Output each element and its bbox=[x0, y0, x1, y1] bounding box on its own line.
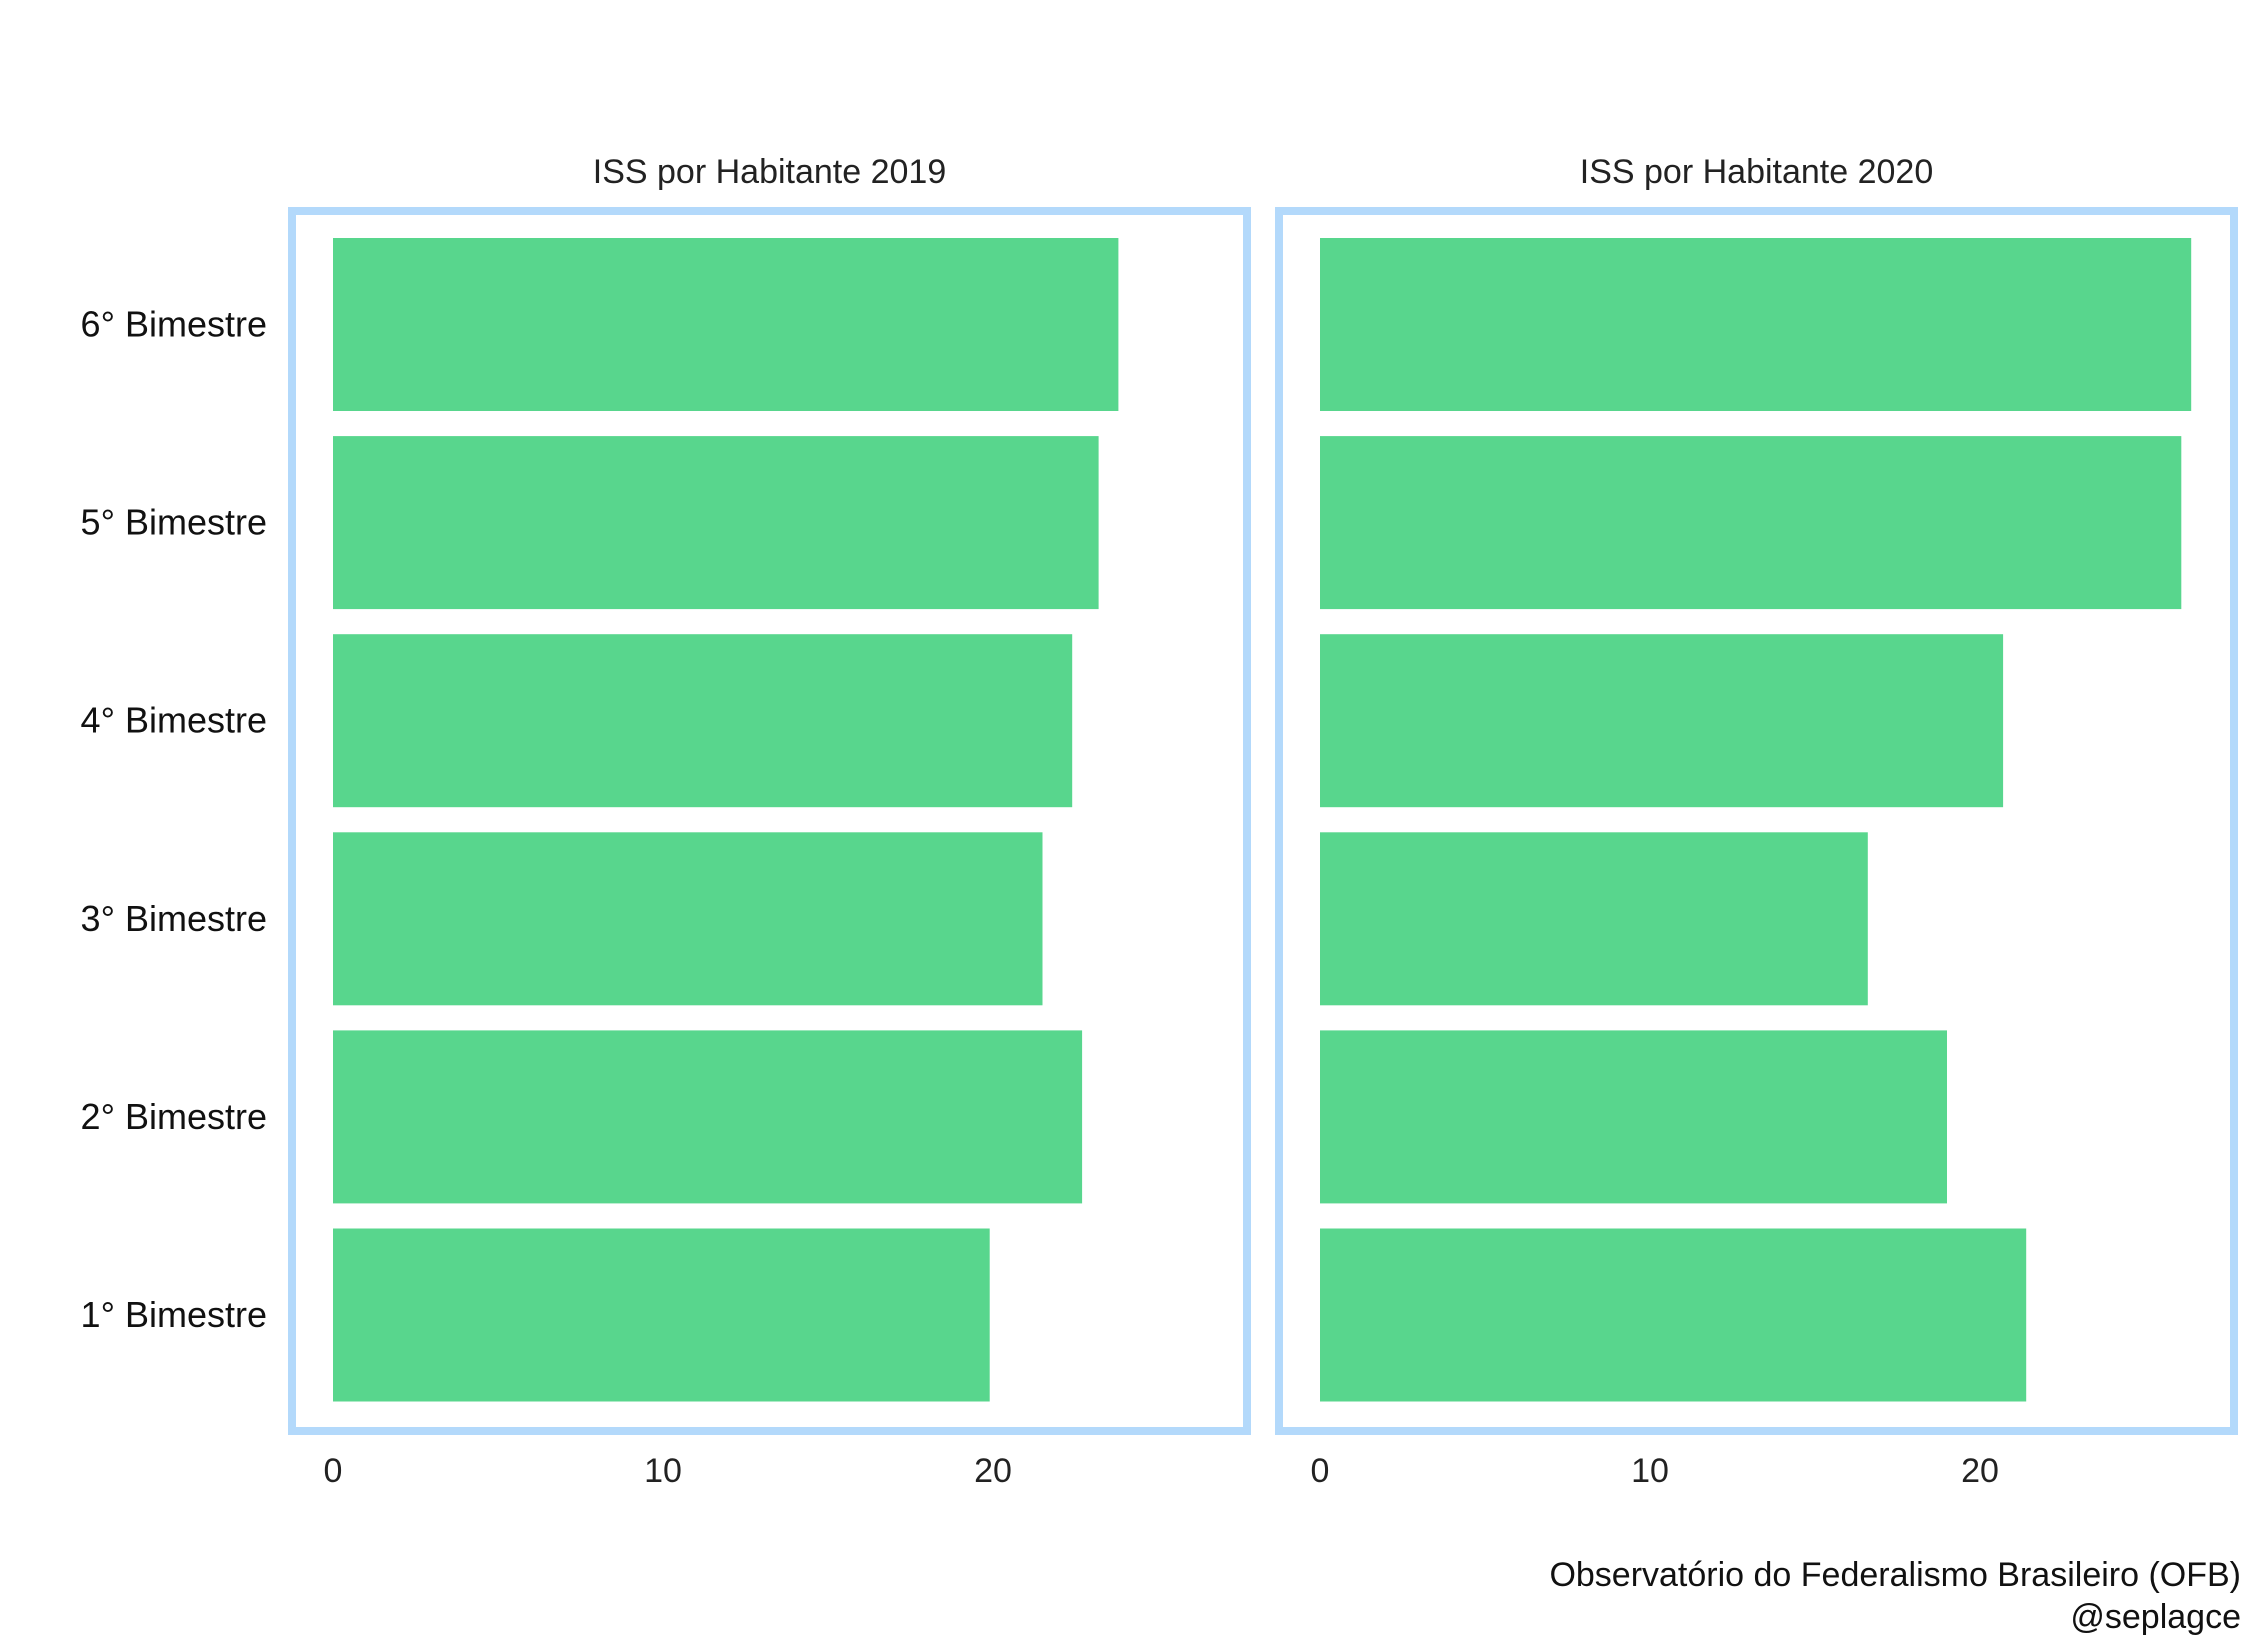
x-tick-label: 0 bbox=[1311, 1452, 1330, 1490]
category-labels: 1° Bimestre 2° Bimestre 3° Bimestre 4° Bime… bbox=[81, 304, 267, 1336]
category-label: 4° Bimestre bbox=[81, 700, 267, 741]
category-label: 6° Bimestre bbox=[81, 304, 267, 345]
bar-2 bbox=[1320, 1030, 1947, 1204]
category-label: 3° Bimestre bbox=[81, 898, 267, 939]
bar-6 bbox=[1320, 238, 2192, 411]
x-tick-label: 10 bbox=[1631, 1452, 1669, 1490]
panel-2: ISS por Habitante 2020 0 10 20 bbox=[1275, 153, 2238, 1490]
caption-source: Observatório do Federalismo Brasileiro (… bbox=[1549, 1556, 2241, 1594]
caption-handle: @seplagce bbox=[2070, 1598, 2241, 1636]
bar-5 bbox=[333, 436, 1099, 610]
x-tick-label: 10 bbox=[644, 1452, 682, 1490]
panel-title: ISS por Habitante 2020 bbox=[1580, 153, 1933, 191]
panel-border bbox=[288, 207, 1251, 1435]
bar-1 bbox=[333, 1228, 990, 1402]
x-tick-label: 0 bbox=[324, 1452, 343, 1490]
bar-4 bbox=[1320, 634, 2004, 808]
category-label: 1° Bimestre bbox=[81, 1294, 267, 1335]
panel-1: ISS por Habitante 2019 0 10 20 bbox=[288, 153, 1251, 1490]
bar-4 bbox=[333, 634, 1073, 808]
bar-2 bbox=[333, 1030, 1083, 1204]
panel-title: ISS por Habitante 2019 bbox=[593, 153, 946, 191]
bar-5 bbox=[1320, 436, 2182, 610]
x-tick-label: 20 bbox=[1961, 1452, 1999, 1490]
bar-3 bbox=[1320, 832, 1868, 1006]
bar-3 bbox=[333, 832, 1043, 1006]
bar-1 bbox=[1320, 1228, 2027, 1402]
category-label: 5° Bimestre bbox=[81, 502, 267, 543]
category-label: 2° Bimestre bbox=[81, 1096, 267, 1137]
panel-border bbox=[1275, 207, 2238, 1435]
bar-6 bbox=[333, 238, 1119, 411]
x-tick-label: 20 bbox=[974, 1452, 1012, 1490]
